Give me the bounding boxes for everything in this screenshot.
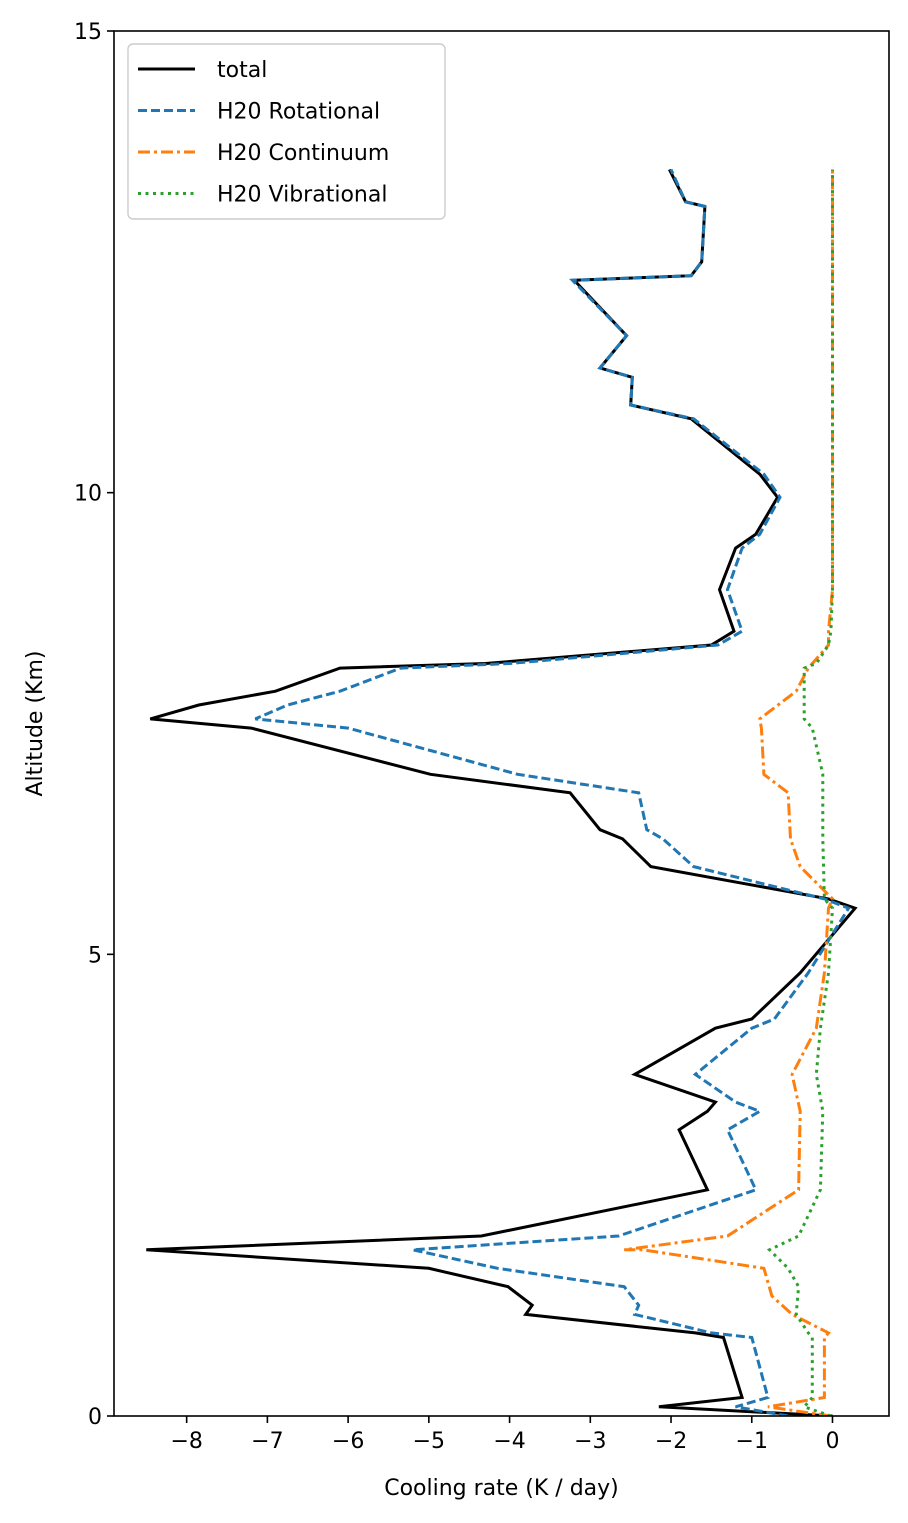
legend: total H20 Rotational H20 Continuum H20 Vibr… <box>127 43 446 220</box>
series-line-h20-rotational <box>254 168 851 1416</box>
x-tick-label: −1 <box>736 1429 768 1454</box>
x-tick-label: 0 <box>825 1429 839 1454</box>
x-tick-label: −5 <box>413 1429 445 1454</box>
x-tick-label: −4 <box>493 1429 525 1454</box>
legend-box <box>127 43 446 220</box>
series-line-h20-continuum <box>624 169 835 1416</box>
y-tick-label: 0 <box>88 1405 102 1430</box>
x-tick-label: −3 <box>574 1429 606 1454</box>
y-tick-label: 10 <box>74 482 102 507</box>
plot-frame <box>113 30 890 1417</box>
y-tick-label: 15 <box>74 20 102 45</box>
y-axis-ticks: 0 5 10 15 <box>74 20 114 1430</box>
x-tick-label: −8 <box>170 1429 202 1454</box>
x-tick-label: −7 <box>251 1429 283 1454</box>
series-layer <box>146 168 858 1416</box>
legend-label: H20 Rotational <box>217 100 380 125</box>
series-line-h20-vibrational <box>766 169 835 1416</box>
x-tick-label: −2 <box>655 1429 687 1454</box>
y-tick-label: 5 <box>88 943 102 968</box>
legend-label: total <box>217 58 267 83</box>
x-axis-ticks: −8 −7 −6 −5 −4 −3 −2 −1 0 <box>170 1416 839 1454</box>
legend-label: H20 Vibrational <box>217 183 387 208</box>
legend-label: H20 Continuum <box>217 141 389 166</box>
x-axis-label: Cooling rate (K / day) <box>384 1476 619 1501</box>
x-tick-label: −6 <box>332 1429 364 1454</box>
y-axis-label: Altitude (Km) <box>23 651 48 797</box>
